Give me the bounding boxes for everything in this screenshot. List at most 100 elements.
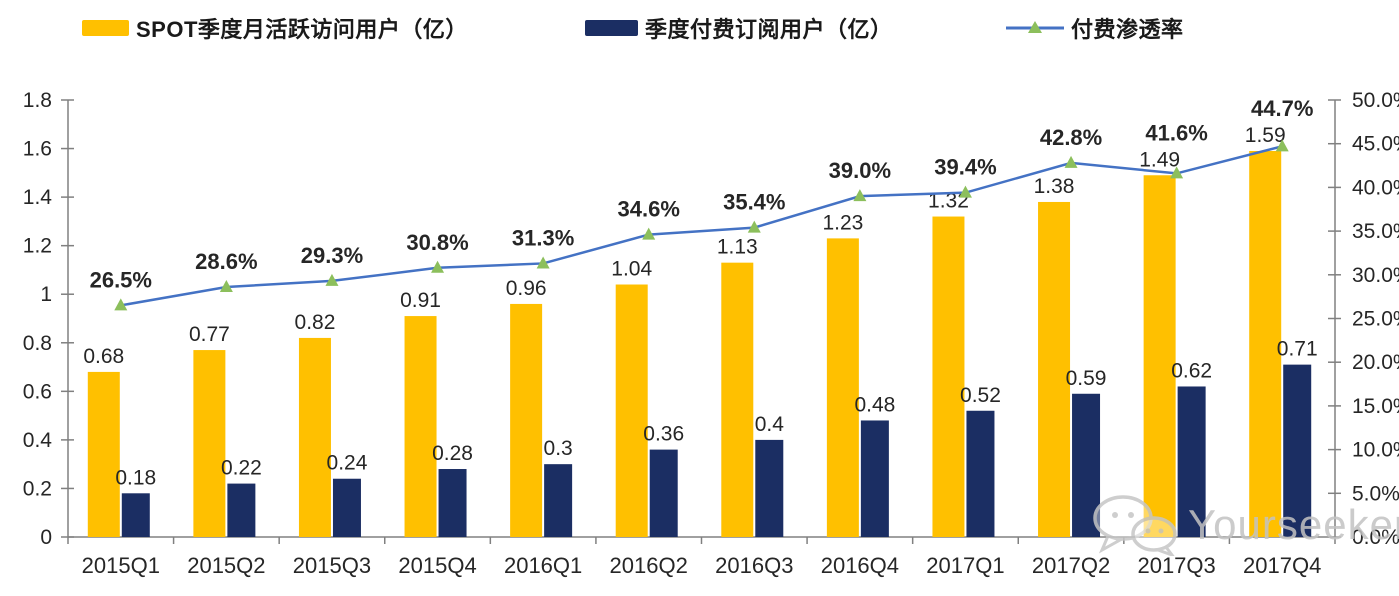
subscribers-value-label: 0.59 [1066, 367, 1107, 390]
left-axis-tick-label: 1.6 [23, 138, 52, 161]
subscribers-bar [438, 469, 467, 537]
x-axis-category-label: 2016Q1 [504, 553, 582, 578]
penetration-percent-label: 26.5% [90, 267, 152, 292]
legend-item-penetration: 付费渗透率 [1006, 0, 1184, 56]
subscribers-bar [227, 483, 256, 537]
right-axis-tick-label: 0.0% [1352, 526, 1399, 549]
subscribers-swatch-icon [585, 20, 638, 36]
penetration-line [120, 145, 1283, 307]
triangle-marker-icon [747, 220, 761, 233]
left-axis-tick-label: 0.8 [23, 332, 52, 355]
mau-bar [298, 337, 331, 537]
right-axis-tick-label: 50.0% [1352, 89, 1399, 112]
penetration-percent-label: 29.3% [301, 243, 363, 268]
subscribers-bar [649, 449, 678, 537]
mau-value-label: 1.13 [717, 236, 758, 259]
subscribers-bar [332, 478, 361, 537]
legend-item-mau: SPOT季度月活跃访问用户（亿） [82, 0, 468, 56]
mau-value-label: 0.96 [506, 277, 547, 300]
penetration-percent-label: 39.4% [934, 155, 996, 180]
penetration-percent-label: 35.4% [723, 190, 785, 215]
watermark-text: Yourseeker [1188, 501, 1399, 548]
triangle-marker-icon [1275, 139, 1289, 152]
mau-value-label: 0.68 [83, 345, 124, 368]
mau-value-label: 1.38 [1034, 175, 1075, 198]
subscribers-value-label: 0.4 [755, 413, 785, 436]
subscribers-value-label: 0.22 [221, 457, 262, 480]
right-axis-tick-label: 20.0% [1352, 351, 1399, 374]
subscribers-value-label: 0.18 [115, 466, 156, 489]
penetration-percent-label: 34.6% [618, 197, 680, 222]
mau-bar [1038, 201, 1071, 537]
legend-item-label: 付费渗透率 [1071, 17, 1184, 42]
triangle-marker-icon [1170, 166, 1184, 179]
mau-bar [1249, 150, 1282, 537]
x-axis-category-label: 2016Q3 [715, 553, 793, 578]
triangle-marker-icon [642, 227, 656, 240]
mau-bar [510, 303, 543, 537]
x-axis-category-label: 2016Q4 [821, 553, 899, 578]
x-axis-category-label: 2015Q4 [398, 553, 476, 578]
penetration-percent-label: 42.8% [1040, 125, 1102, 150]
wechat-icon [1093, 495, 1177, 556]
mau-bar [615, 284, 648, 537]
right-axis-tick-label: 45.0% [1352, 133, 1399, 156]
left-axis-tick-label: 0.4 [23, 429, 53, 452]
subscribers-bar [860, 420, 889, 537]
triangle-marker-icon [853, 189, 867, 202]
subscribers-value-label: 0.62 [1171, 359, 1212, 382]
penetration-percent-label: 30.8% [406, 230, 468, 255]
x-axis-category-label: 2015Q3 [293, 553, 371, 578]
subscribers-value-label: 0.24 [327, 452, 368, 475]
x-axis-category-label: 2017Q4 [1243, 553, 1321, 578]
penetration-percent-label: 28.6% [195, 249, 257, 274]
mau-value-label: 0.82 [295, 311, 336, 334]
triangle-marker-icon [536, 256, 550, 269]
mau-value-label: 0.77 [189, 323, 230, 346]
mau-value-label: 1.23 [822, 211, 863, 234]
left-axis-tick-label: 1 [40, 283, 52, 306]
mau-bar [193, 350, 226, 537]
mau-swatch-icon [82, 20, 129, 36]
mau-bar [721, 262, 754, 537]
legend-item-label: SPOT季度月活跃访问用户（亿） [136, 17, 468, 42]
mau-bar [87, 371, 120, 537]
line-marker-legend-icon [1006, 21, 1064, 33]
right-axis-tick-label: 35.0% [1352, 220, 1399, 243]
chart-legend: SPOT季度月活跃访问用户（亿） 季度付费订阅用户（亿） 付费渗透率 [0, 0, 1399, 56]
subscribers-bar [544, 464, 573, 537]
triangle-marker-icon [431, 260, 445, 273]
right-axis-tick-label: 15.0% [1352, 395, 1399, 418]
x-axis-category-label: 2015Q2 [187, 553, 265, 578]
mau-bar [932, 216, 965, 538]
subscribers-bar [1177, 386, 1206, 537]
left-axis-tick-label: 1.8 [23, 89, 52, 112]
penetration-percent-label: 31.3% [512, 225, 574, 250]
penetration-percent-label: 39.0% [829, 158, 891, 183]
subscribers-value-label: 0.3 [544, 437, 573, 460]
right-axis-tick-label: 10.0% [1352, 439, 1399, 462]
subscribers-value-label: 0.52 [960, 384, 1001, 407]
penetration-percent-label: 44.7% [1251, 96, 1313, 121]
triangle-marker-icon [114, 298, 128, 311]
x-axis-category-label: 2017Q3 [1137, 553, 1215, 578]
triangle-marker-icon [958, 185, 972, 198]
triangle-marker-icon [1064, 155, 1078, 168]
x-axis-category-label: 2015Q1 [82, 553, 160, 578]
x-axis-category-label: 2017Q2 [1032, 553, 1110, 578]
right-axis-tick-label: 40.0% [1352, 176, 1399, 199]
subscribers-bar [1283, 364, 1312, 537]
subscribers-value-label: 0.28 [432, 442, 473, 465]
legend-item-subscribers: 季度付费订阅用户（亿） [585, 0, 893, 56]
left-axis-tick-label: 0.2 [23, 477, 52, 500]
triangle-marker-icon [219, 280, 233, 293]
mau-bar [826, 238, 859, 537]
left-axis-tick-label: 0 [40, 526, 52, 549]
subscribers-bar [121, 493, 150, 537]
mau-bar [1143, 175, 1176, 537]
mau-value-label: 1.04 [611, 258, 652, 281]
mau-value-label: 1.59 [1245, 124, 1286, 147]
left-axis-tick-label: 0.6 [23, 380, 52, 403]
